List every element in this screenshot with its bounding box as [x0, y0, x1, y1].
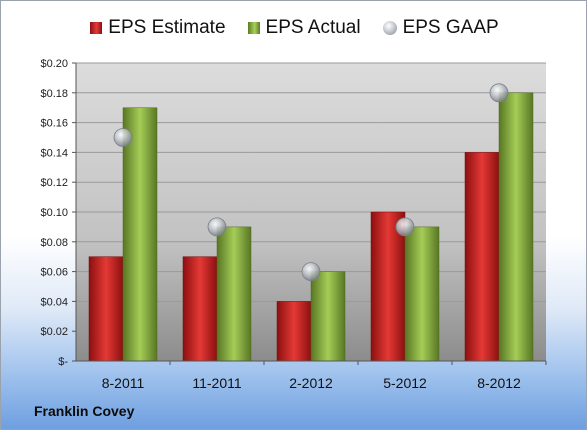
company-label: Franklin Covey [34, 403, 135, 419]
bar-eps-estimate [88, 256, 124, 362]
y-axis-ticks: $- $0.02 $0.04 $0.06 $0.08 $0.10 $0.12 $0.14 $0.… [40, 58, 77, 368]
y-tick-label: $0.08 [40, 237, 68, 249]
legend-label-actual: EPS Actual [265, 17, 361, 38]
y-tick-label: $0.18 [40, 88, 68, 100]
legend-item-actual: EPS Actual [247, 17, 361, 39]
y-tick-label: $0.06 [40, 267, 68, 279]
x-axis-ticks: 8-2011 11-2011 2-2012 5-2012 8-2012 [76, 360, 547, 391]
y-tick-label: $0.16 [40, 118, 68, 130]
legend-swatch-gaap [382, 21, 397, 35]
y-tick-label: $0.14 [40, 147, 68, 159]
legend: EPS Estimate EPS Actual EPS GAAP [1, 17, 586, 39]
legend-item-estimate: EPS Estimate [90, 17, 226, 39]
bar-eps-estimate [276, 301, 312, 362]
x-tick-label: 8-2011 [102, 375, 145, 391]
bar-eps-actual [498, 92, 534, 362]
bar-eps-estimate [182, 256, 218, 362]
legend-label-estimate: EPS Estimate [108, 17, 226, 38]
y-tick-label: $0.04 [40, 296, 68, 308]
x-tick-label: 5-2012 [383, 375, 427, 391]
x-tick-label: 2-2012 [289, 375, 333, 391]
marker-eps-gaap [113, 128, 133, 147]
bar-eps-estimate [464, 152, 500, 362]
legend-label-gaap: EPS GAAP [402, 17, 499, 38]
marker-eps-gaap [207, 217, 227, 237]
bar-eps-estimate [370, 211, 406, 362]
marker-eps-gaap [489, 83, 509, 103]
legend-item-gaap: EPS GAAP [382, 17, 499, 39]
bar-eps-actual [216, 226, 252, 362]
legend-swatch-actual [247, 22, 260, 34]
legend-swatch-estimate [90, 22, 103, 34]
bar-eps-actual [310, 271, 346, 362]
gaap-markers [113, 83, 509, 282]
bar-eps-actual [122, 107, 158, 362]
marker-eps-gaap [395, 217, 415, 237]
bar-eps-actual [404, 226, 440, 362]
marker-eps-gaap [301, 262, 321, 282]
bars [88, 92, 534, 362]
y-tick-label: $0.02 [40, 326, 68, 338]
y-tick-label: $0.12 [40, 177, 68, 189]
x-tick-label: 11-2011 [192, 375, 242, 391]
y-tick-label: $0.10 [40, 207, 68, 219]
y-tick-label: $- [58, 356, 68, 368]
y-tick-label: $0.20 [40, 58, 68, 70]
x-tick-label: 8-2012 [477, 375, 521, 391]
